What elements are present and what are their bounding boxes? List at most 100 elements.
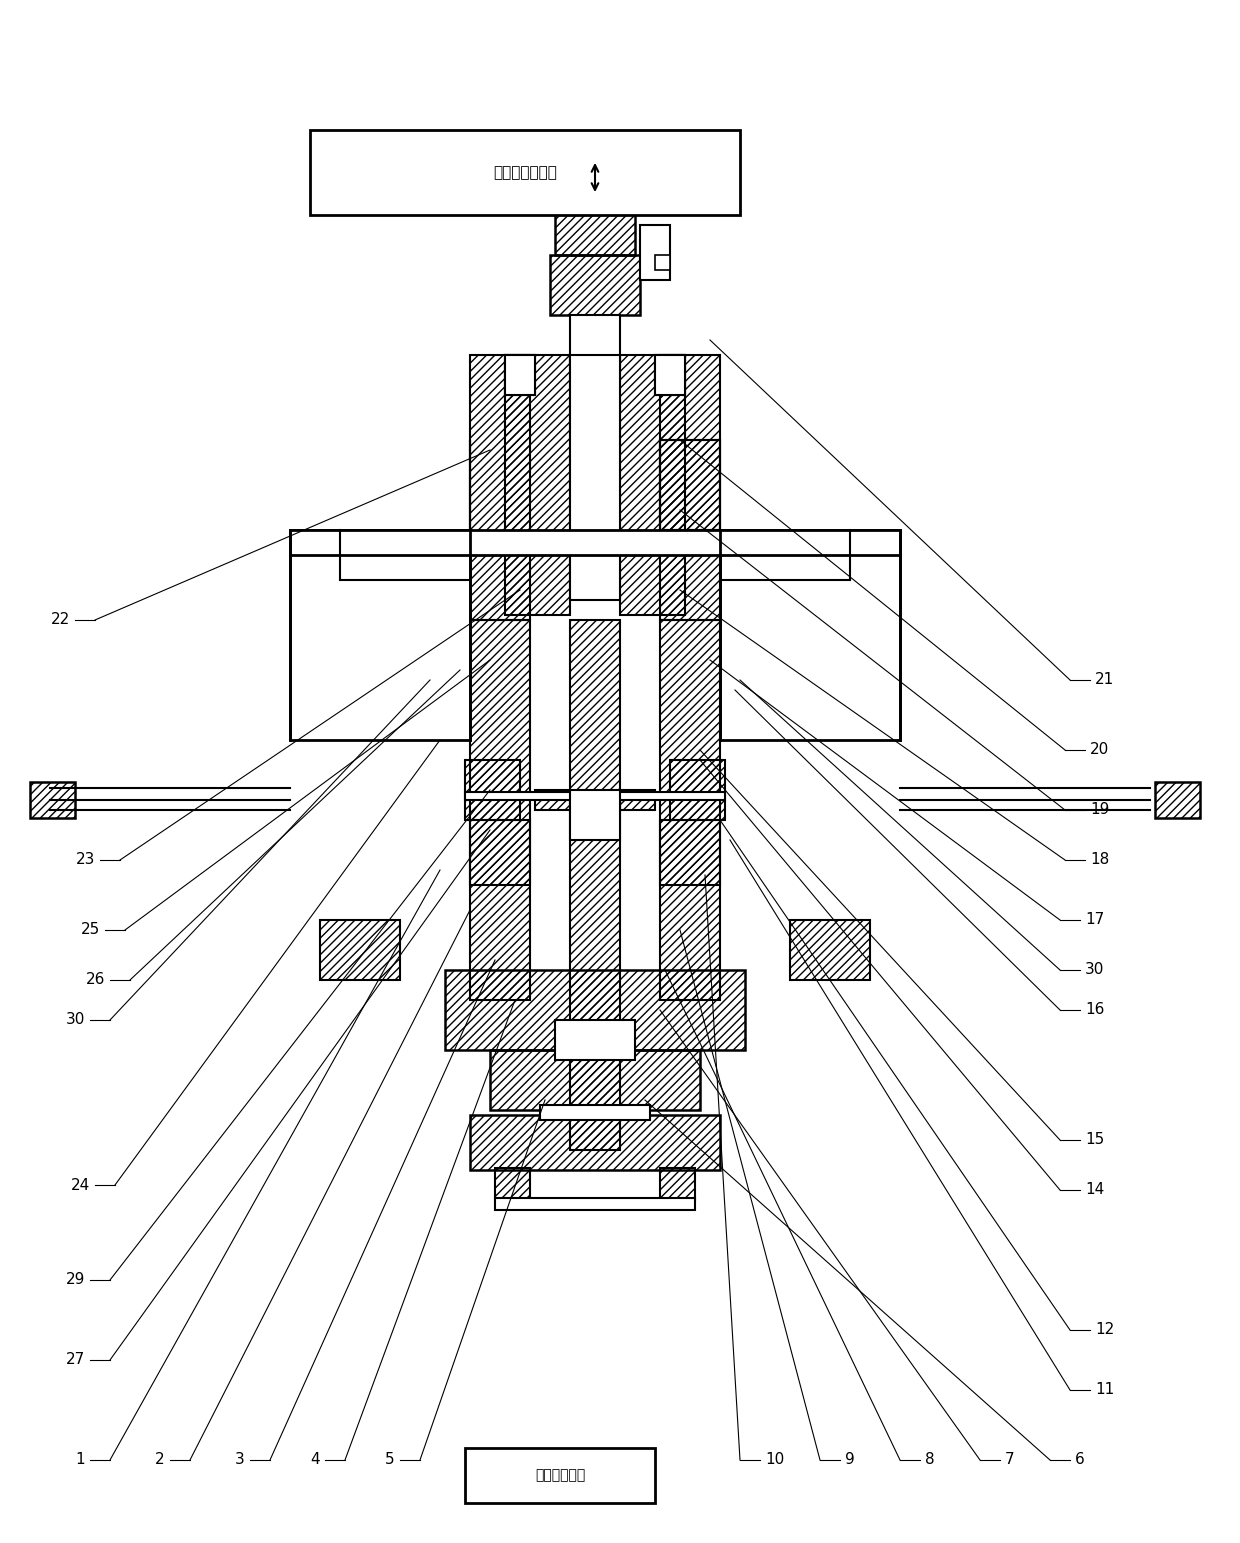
Bar — [30, 782, 74, 818]
Bar — [539, 1105, 650, 1120]
Bar — [290, 529, 470, 741]
Bar — [470, 1116, 720, 1170]
Bar — [556, 205, 635, 255]
Bar — [655, 355, 684, 395]
Bar — [570, 620, 620, 1150]
Bar — [556, 1020, 635, 1060]
Text: 16: 16 — [1085, 1003, 1105, 1017]
Bar — [505, 355, 534, 395]
Bar — [534, 790, 570, 810]
Text: 1: 1 — [76, 1452, 86, 1467]
Bar — [470, 819, 529, 1000]
Text: 21: 21 — [1095, 673, 1115, 688]
Bar — [445, 971, 745, 1049]
Bar — [660, 620, 720, 886]
Bar — [30, 782, 74, 818]
Bar — [470, 355, 529, 620]
Bar — [660, 819, 720, 1000]
Bar — [534, 790, 570, 810]
Bar — [620, 355, 684, 616]
Bar — [570, 355, 620, 600]
Bar — [490, 1049, 701, 1109]
Bar — [470, 620, 529, 886]
Bar — [495, 1197, 694, 1210]
Text: 24: 24 — [71, 1177, 91, 1193]
Bar — [465, 1447, 655, 1503]
Text: 29: 29 — [66, 1273, 86, 1287]
Text: 7: 7 — [1004, 1452, 1014, 1467]
Text: 26: 26 — [86, 972, 105, 988]
Bar — [465, 792, 725, 799]
Bar — [620, 790, 655, 810]
Bar — [1154, 782, 1200, 818]
Bar — [465, 761, 520, 819]
Bar — [470, 819, 529, 1000]
Bar — [570, 620, 620, 1150]
Bar — [495, 1168, 529, 1200]
Bar — [660, 355, 720, 620]
Bar — [505, 355, 534, 395]
Bar — [790, 920, 870, 980]
Bar — [320, 920, 401, 980]
Text: 14: 14 — [1085, 1182, 1105, 1197]
Bar — [470, 355, 529, 620]
Bar — [445, 971, 745, 1049]
Text: 2: 2 — [155, 1452, 165, 1467]
Bar — [565, 185, 625, 214]
Text: 9: 9 — [844, 1452, 854, 1467]
Text: 30: 30 — [1085, 963, 1105, 978]
Bar — [620, 355, 684, 616]
Bar — [620, 790, 655, 810]
Bar — [505, 355, 570, 616]
Bar — [551, 255, 640, 315]
Text: 11: 11 — [1095, 1383, 1115, 1398]
Bar — [670, 761, 725, 819]
Bar — [655, 355, 684, 395]
Text: 压力机上接头: 压力机上接头 — [534, 1469, 585, 1483]
Text: 23: 23 — [76, 852, 95, 867]
Bar — [290, 529, 900, 555]
Bar — [640, 225, 670, 279]
Bar — [470, 620, 529, 886]
Bar — [670, 761, 725, 819]
Text: 10: 10 — [765, 1452, 784, 1467]
Text: 5: 5 — [386, 1452, 396, 1467]
Text: 压力机下工作台: 压力机下工作台 — [494, 165, 557, 181]
Bar — [570, 315, 620, 366]
Text: 20: 20 — [1090, 742, 1110, 758]
Text: 18: 18 — [1090, 852, 1110, 867]
Text: 3: 3 — [236, 1452, 246, 1467]
Text: 19: 19 — [1090, 802, 1110, 818]
Text: 12: 12 — [1095, 1322, 1115, 1338]
Text: 4: 4 — [310, 1452, 320, 1467]
Bar — [320, 920, 401, 980]
Bar — [1154, 782, 1200, 818]
Polygon shape — [660, 440, 720, 529]
Bar — [660, 620, 720, 886]
Bar — [790, 920, 870, 980]
Bar — [495, 1197, 694, 1210]
Bar — [495, 1168, 529, 1200]
Bar — [465, 792, 725, 799]
Bar — [310, 130, 740, 214]
Text: 27: 27 — [66, 1353, 86, 1367]
Text: 6: 6 — [1075, 1452, 1085, 1467]
Bar — [720, 529, 900, 741]
Bar — [495, 1197, 694, 1210]
Bar — [465, 792, 725, 799]
Bar — [505, 355, 570, 616]
Bar — [551, 255, 640, 315]
Bar — [465, 761, 520, 819]
Bar — [470, 1116, 720, 1170]
Bar — [539, 1105, 650, 1120]
Bar — [490, 1049, 701, 1109]
Bar — [505, 355, 534, 395]
Bar — [655, 355, 684, 395]
Bar — [660, 1168, 694, 1200]
Text: 25: 25 — [81, 923, 100, 938]
Text: 15: 15 — [1085, 1133, 1105, 1148]
Text: 30: 30 — [66, 1012, 86, 1028]
Bar — [655, 255, 670, 270]
Bar — [539, 1105, 650, 1120]
Bar — [660, 355, 720, 620]
